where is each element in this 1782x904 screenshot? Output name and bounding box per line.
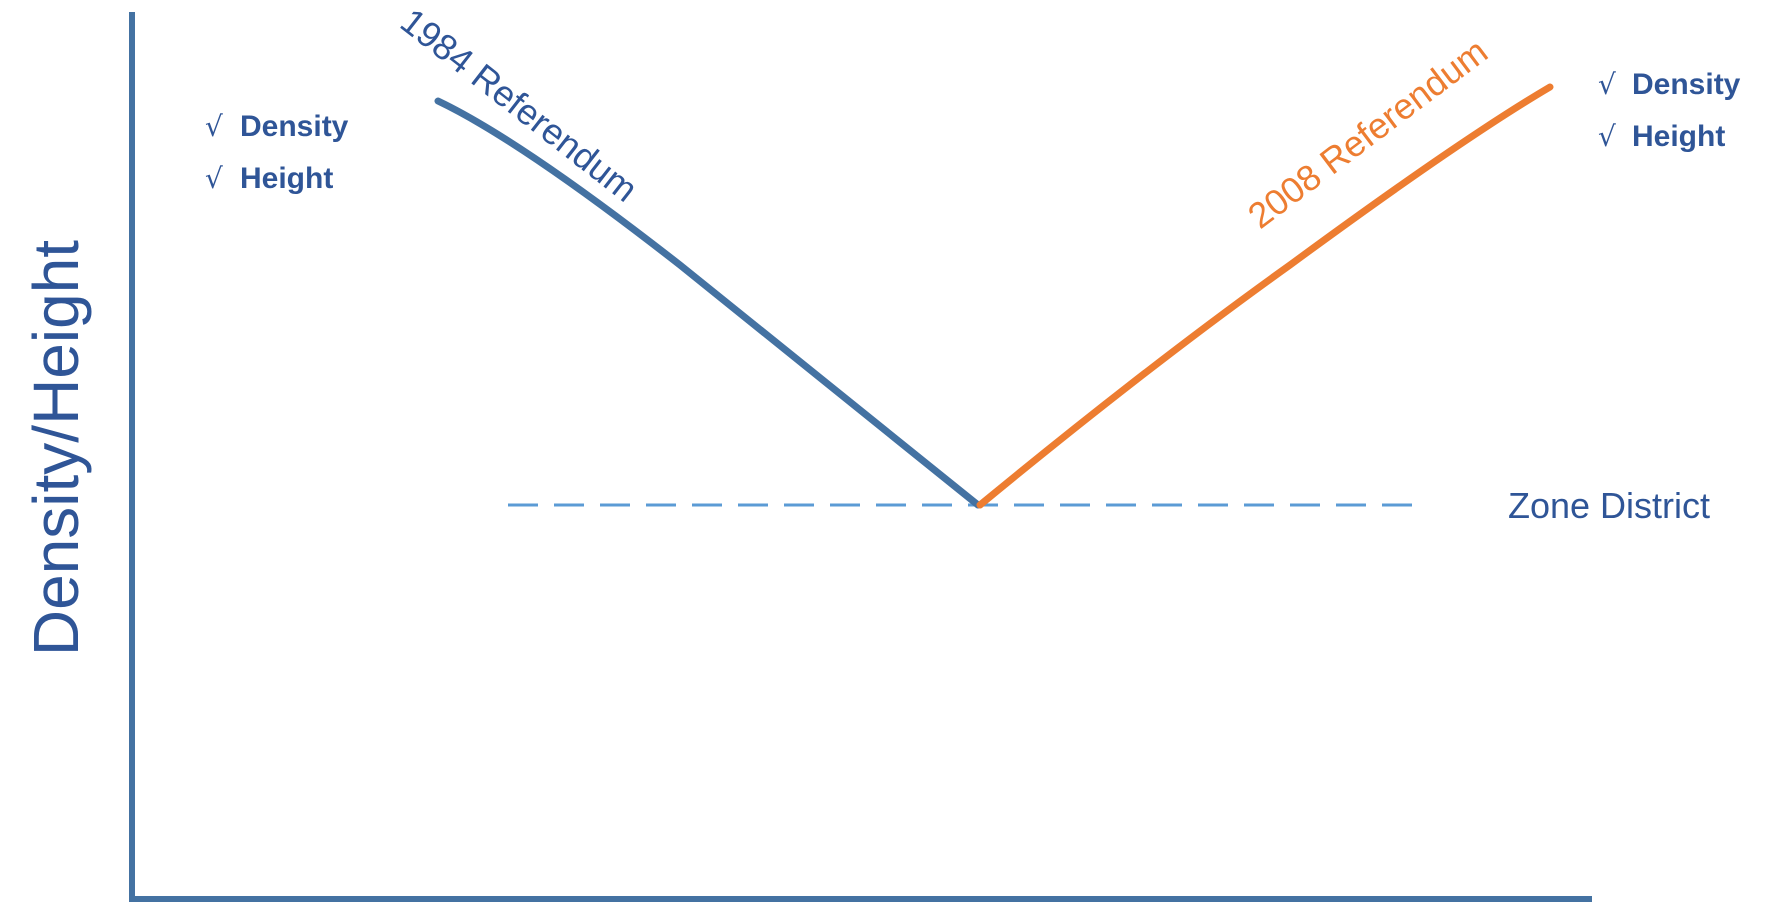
left-check-height: Height — [240, 162, 333, 195]
right-check-density: Density — [1632, 68, 1741, 101]
right-check-list: √ Density √ Height — [1598, 68, 1741, 153]
y-axis-label: Density/Height — [20, 240, 92, 656]
check-mark-icon: √ — [1598, 120, 1616, 153]
check-mark-icon: √ — [1598, 68, 1616, 101]
referendum-1984-label: 1984 Referendum — [393, 0, 645, 210]
left-check-list: √ Density √ Height — [205, 110, 349, 195]
referendum-1984-line — [434, 97, 982, 509]
left-check-density: Density — [240, 110, 349, 143]
referendum-2008-line — [976, 83, 1554, 509]
check-mark-icon: √ — [205, 110, 223, 143]
right-check-height: Height — [1632, 120, 1725, 153]
check-mark-icon: √ — [205, 162, 223, 195]
zone-district-label: Zone District — [1508, 485, 1710, 526]
